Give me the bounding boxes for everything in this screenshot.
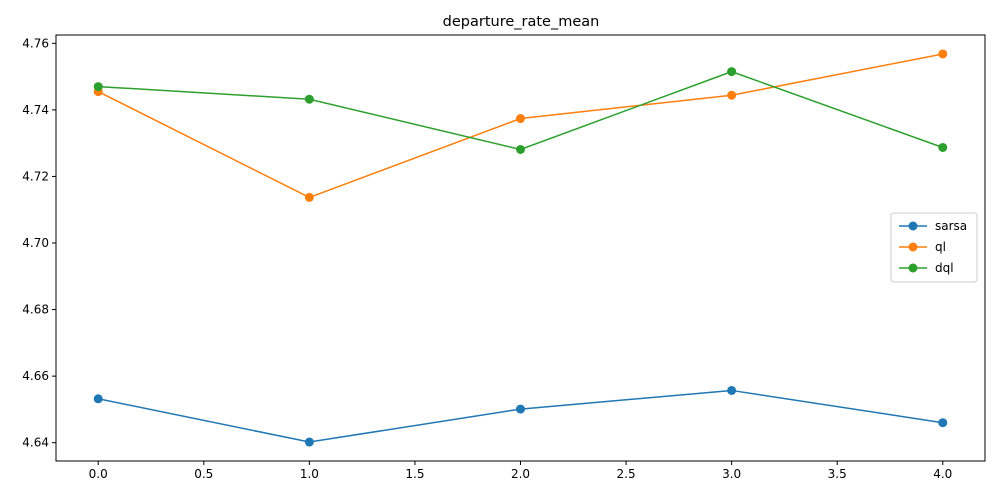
- legend-label: dql: [935, 261, 954, 275]
- series-line-ql: [97, 53, 943, 199]
- legend-label: sarsa: [935, 219, 967, 233]
- data-point-dql: [516, 144, 525, 154]
- x-tick-label: 2.5: [617, 467, 636, 481]
- x-tick-label: 4.0: [933, 467, 952, 481]
- legend-swatch-marker: [908, 221, 918, 231]
- data-point-dql: [93, 82, 103, 92]
- data-point-dql: [938, 142, 948, 152]
- x-tick-label: 1.0: [300, 467, 319, 481]
- series-line-dql: [98, 70, 944, 151]
- data-point-ql: [727, 90, 737, 100]
- y-tick-label: 4.72: [22, 169, 49, 183]
- data-point-sarsa: [938, 418, 948, 428]
- x-tick-label: 0.0: [89, 467, 108, 481]
- data-point-ql: [938, 49, 948, 59]
- legend-label: ql: [935, 240, 946, 254]
- x-tick-label: 0.5: [194, 467, 213, 481]
- legend: sarsa ql dql: [890, 212, 978, 283]
- data-point-ql: [304, 192, 314, 202]
- x-tick-label: 2.0: [511, 467, 530, 481]
- data-point-ql: [516, 114, 525, 124]
- y-tick-label: 4.64: [22, 436, 49, 450]
- x-tick-label: 3.0: [722, 467, 741, 481]
- legend-item-sarsa: sarsa: [899, 219, 967, 233]
- data-point-sarsa: [93, 394, 103, 404]
- series-sarsa: [93, 385, 948, 447]
- y-tick-label: 4.68: [22, 303, 49, 317]
- data-point-dql: [304, 94, 314, 104]
- axes: 0.0 0.5 1.0 1.5 2.0 2.5 3.0 3.5 4.0 4.64 4.66 4.68 4…: [22, 34, 986, 481]
- data-point-dql: [727, 67, 737, 77]
- y-tick-label: 4.66: [22, 369, 49, 383]
- legend-swatch-marker: [908, 263, 918, 273]
- series-ql: [93, 49, 948, 202]
- plot-frame: [55, 34, 986, 462]
- x-tick-label: 3.5: [828, 467, 847, 481]
- y-tick-label: 4.76: [22, 36, 49, 50]
- legend-item-dql: dql: [899, 261, 954, 275]
- series-dql: [93, 67, 948, 154]
- x-tick-label: 1.5: [405, 467, 424, 481]
- y-tick-label: 4.74: [22, 103, 49, 117]
- legend-item-ql: ql: [899, 240, 946, 254]
- data-point-sarsa: [727, 385, 737, 395]
- chart-title: departure_rate_mean: [443, 14, 600, 30]
- series-line-sarsa: [98, 389, 943, 443]
- data-point-sarsa: [304, 437, 314, 447]
- data-point-sarsa: [516, 404, 525, 414]
- legend-swatch-marker: [908, 242, 918, 252]
- y-tick-label: 4.70: [22, 236, 49, 250]
- series-lines: [93, 49, 948, 447]
